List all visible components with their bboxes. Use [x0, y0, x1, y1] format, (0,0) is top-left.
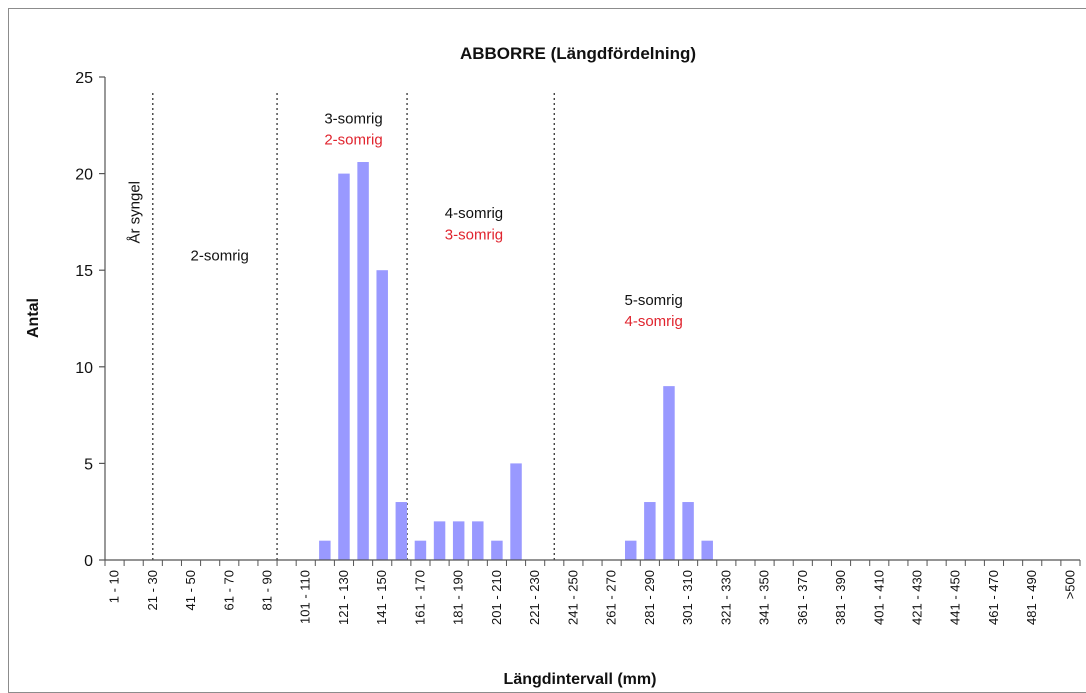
- y-tick-label: 5: [84, 456, 93, 473]
- y-axis-label: Antal: [25, 298, 42, 338]
- x-tick-label: 241 - 250: [565, 570, 580, 625]
- y-tick-label: 10: [75, 360, 93, 377]
- axes: [104, 77, 1080, 561]
- bar: [491, 540, 503, 560]
- age-annotation: 3-somrig: [445, 226, 503, 243]
- age-annotation: 3-somrig: [324, 110, 382, 127]
- x-tick-label: 361 - 370: [795, 570, 810, 625]
- bar: [414, 540, 427, 560]
- y-tick-group: 0 5 10 15 20 25: [75, 70, 105, 570]
- age-annotation: 4-somrig: [445, 205, 503, 222]
- age-dividers: [152, 93, 555, 560]
- x-tick-label: 401 - 410: [871, 570, 886, 625]
- chart-frame: [8, 8, 1086, 693]
- x-tick-label: 41 - 50: [183, 570, 198, 610]
- age-annotation: 4-somrig: [624, 313, 682, 330]
- x-tick-label: 221 - 230: [527, 570, 542, 625]
- bar: [682, 502, 694, 560]
- x-tick-label: 21 - 30: [145, 570, 160, 610]
- x-tick-label: 321 - 330: [718, 570, 733, 625]
- bar: [701, 540, 713, 560]
- bar: [357, 162, 369, 560]
- x-tick-label: 141 - 150: [374, 570, 389, 625]
- x-tick-label: 421 - 430: [910, 570, 925, 625]
- x-tick-label: 161 - 170: [412, 570, 427, 625]
- bar: [395, 502, 408, 560]
- bar: [644, 502, 656, 560]
- x-tick-label: 481 - 490: [1024, 570, 1039, 625]
- bar: [510, 463, 522, 560]
- x-tick-label: 281 - 290: [642, 570, 657, 625]
- x-tick-label: 81 - 90: [260, 570, 275, 610]
- bar: [338, 173, 350, 560]
- x-tick-label: 261 - 270: [604, 570, 619, 625]
- bar: [625, 540, 637, 560]
- x-tick-label: 201 - 210: [489, 570, 504, 625]
- age-annotation: År syngel: [126, 181, 143, 244]
- x-tick-label: 61 - 70: [221, 570, 236, 610]
- bar: [433, 521, 446, 560]
- x-tick-label: 341 - 350: [757, 570, 772, 625]
- y-tick-label: 25: [75, 70, 93, 87]
- y-tick-label: 0: [84, 553, 93, 570]
- x-tick-label: 101 - 110: [298, 570, 313, 624]
- age-annotation: 2-somrig: [324, 132, 382, 149]
- x-tick-label: 181 - 190: [451, 570, 466, 625]
- x-tick-label: 1 - 10: [107, 570, 122, 603]
- x-tick-label: >500: [1062, 570, 1077, 599]
- bar: [472, 521, 484, 560]
- bar: [663, 386, 675, 560]
- x-tick-label: 301 - 310: [680, 570, 695, 625]
- x-tick-group: 1 - 10 21 - 30 41 - 50 61 - 70 81 - 90 101 - …: [104, 560, 1081, 625]
- x-tick-label: 461 - 470: [986, 570, 1001, 625]
- x-tick-label: 121 - 130: [336, 570, 351, 625]
- x-tick-label: 381 - 390: [833, 570, 848, 625]
- age-annotation: 2-somrig: [191, 248, 249, 265]
- x-axis-label: Längdintervall (mm): [504, 671, 657, 688]
- age-annotation: 5-somrig: [624, 292, 682, 309]
- age-annotations: År syngel 2-somrig 3-somrig 2-somrig 4-somri…: [126, 110, 682, 330]
- chart-title: ABBORRE (Längdfördelning): [460, 44, 696, 63]
- y-tick-label: 15: [75, 263, 93, 280]
- y-tick-label: 20: [75, 167, 93, 184]
- bar: [452, 521, 465, 560]
- bar: [319, 540, 331, 560]
- x-tick-label: 441 - 450: [948, 570, 963, 625]
- bar-series: [319, 162, 713, 560]
- bar: [376, 270, 388, 560]
